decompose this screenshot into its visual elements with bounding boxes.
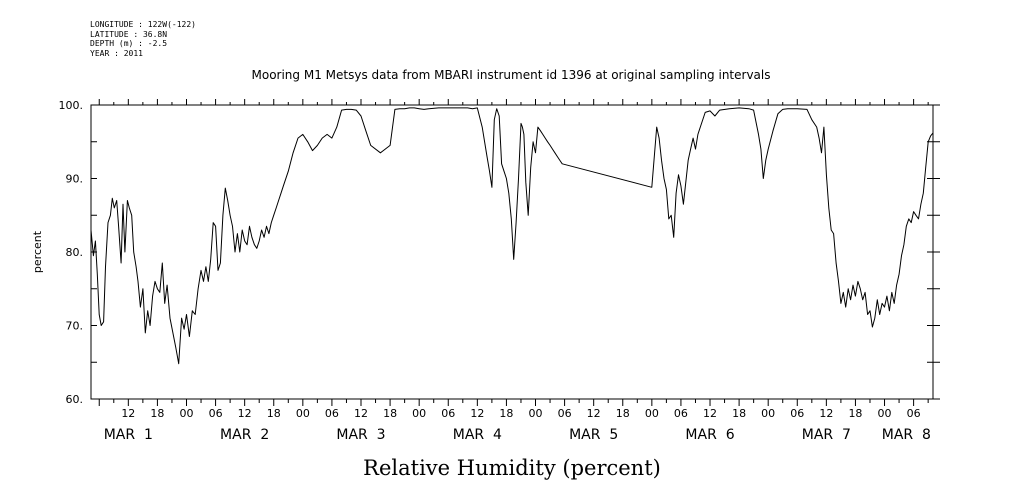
y-tick-label: 80.: [66, 246, 84, 259]
y-tick-label: 100.: [59, 99, 84, 112]
x-date-label: MAR 2: [220, 427, 269, 443]
x-tick-label: 12: [121, 407, 135, 420]
x-date-label: MAR 1: [104, 427, 153, 443]
location-metadata: LONGITUDE : 122W(-122) LATITUDE : 36.8N …: [90, 20, 196, 58]
x-axis-label: Relative Humidity (percent): [363, 456, 661, 480]
x-tick-label: 06: [674, 407, 688, 420]
x-tick-label: 12: [238, 407, 252, 420]
x-date-label: MAR 3: [336, 427, 385, 443]
y-axis: 60. 70. 80. 90. 100.: [59, 99, 940, 406]
x-tick-label: 06: [790, 407, 804, 420]
y-tick-label: 90.: [66, 173, 84, 186]
x-tick-label: 00: [761, 407, 775, 420]
x-tick-label: 12: [354, 407, 368, 420]
y-tick-label: 70.: [66, 320, 84, 333]
series-layer: [90, 107, 934, 365]
chart-title: Mooring M1 Metsys data from MBARI instru…: [252, 68, 771, 82]
x-date-label: MAR 4: [453, 427, 502, 443]
x-tick-label: 00: [296, 407, 310, 420]
longitude-text: LONGITUDE : 122W(-122): [90, 20, 196, 29]
x-tick-label: 00: [412, 407, 426, 420]
x-tick-label: 06: [558, 407, 572, 420]
x-tick-label: 18: [616, 407, 630, 420]
x-axis: 12 18 00 06 12 18 00 06 12 18 00 06 12 18 00 06 12 18 00 06…: [98, 99, 931, 443]
x-tick-label: 12: [470, 407, 484, 420]
x-date-label: MAR 8: [882, 427, 931, 443]
x-tick-label: 06: [209, 407, 223, 420]
x-tick-label: 00: [529, 407, 543, 420]
y-tick-label: 60.: [66, 393, 84, 406]
depth-text: DEPTH (m) : -2.5: [90, 39, 168, 48]
x-tick-label: 00: [179, 407, 193, 420]
x-tick-label: 18: [499, 407, 513, 420]
x-tick-label: 00: [645, 407, 659, 420]
humidity-series-line: [90, 107, 934, 365]
y-axis-label: percent: [31, 230, 44, 273]
x-tick-label: 12: [703, 407, 717, 420]
x-tick-label: 00: [878, 407, 892, 420]
year-text: YEAR : 2011: [90, 48, 143, 58]
x-tick-label: 06: [441, 407, 455, 420]
x-tick-label: 18: [848, 407, 862, 420]
x-tick-label: 18: [383, 407, 397, 420]
x-tick-label: 12: [819, 407, 833, 420]
x-date-label: MAR 7: [802, 427, 851, 443]
latitude-text: LATITUDE : 36.8N: [90, 29, 168, 39]
x-tick-label: 06: [325, 407, 339, 420]
x-tick-label: 06: [907, 407, 921, 420]
x-tick-label: 12: [587, 407, 601, 420]
x-date-label: MAR 5: [569, 427, 618, 443]
x-tick-label: 18: [150, 407, 164, 420]
x-date-label: MAR 6: [685, 427, 734, 443]
x-tick-label: 18: [267, 407, 281, 420]
x-tick-label: 18: [732, 407, 746, 420]
